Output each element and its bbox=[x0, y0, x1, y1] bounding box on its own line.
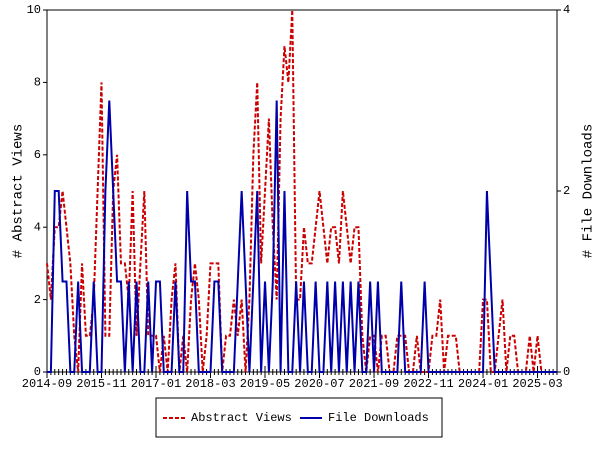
y2-tick-label: 0 bbox=[563, 365, 570, 379]
y-tick-label: 0 bbox=[34, 365, 41, 379]
x-tick-label: 2025-03 bbox=[512, 377, 562, 391]
y-tick-label: 10 bbox=[27, 3, 41, 17]
y-axis-title: # Abstract Views bbox=[11, 124, 27, 258]
x-tick-label: 2018-03 bbox=[185, 377, 235, 391]
x-tick-label: 2020-07 bbox=[294, 377, 344, 391]
y2-tick-label: 4 bbox=[563, 3, 570, 17]
legend-label: File Downloads bbox=[328, 411, 429, 425]
x-tick-label: 2024-01 bbox=[458, 377, 508, 391]
y-tick-label: 8 bbox=[34, 76, 41, 90]
series-line bbox=[46, 9, 557, 373]
x-tick-label: 2019-05 bbox=[240, 377, 290, 391]
x-tick-label: 2022-11 bbox=[403, 377, 453, 391]
x-tick-label: 2014-09 bbox=[22, 377, 72, 391]
series-line bbox=[47, 100, 557, 373]
y-tick-label: 4 bbox=[34, 220, 41, 234]
x-tick-label: 2017-01 bbox=[131, 377, 181, 391]
y2-axis-title: # File Downloads bbox=[581, 124, 597, 258]
y2-tick-label: 2 bbox=[563, 184, 570, 198]
legend-box bbox=[155, 397, 443, 438]
legend-label: Abstract Views bbox=[191, 411, 292, 425]
x-tick-label: 2021-09 bbox=[349, 377, 399, 391]
x-tick-label: 2015-11 bbox=[76, 377, 126, 391]
y-tick-label: 6 bbox=[34, 148, 41, 162]
y-tick-label: 2 bbox=[34, 293, 41, 307]
